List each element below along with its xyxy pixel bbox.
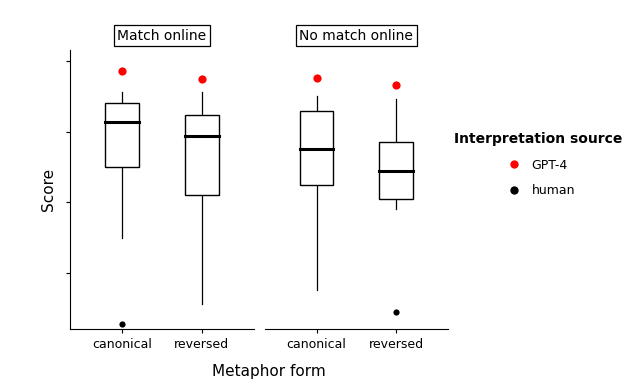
Point [391, 309, 401, 316]
Text: Match online: Match online [118, 29, 207, 43]
Point [312, 75, 322, 81]
Bar [380, 142, 413, 200]
Text: Metaphor form: Metaphor form [212, 364, 326, 379]
Point [117, 68, 127, 74]
Y-axis label: Score: Score [41, 168, 56, 211]
Legend: GPT-4, human: GPT-4, human [449, 127, 627, 202]
Point [196, 76, 207, 82]
Bar [106, 103, 139, 167]
Point [117, 321, 127, 327]
Bar [185, 115, 219, 195]
Point [391, 82, 401, 88]
Text: No match online: No match online [300, 29, 413, 43]
Bar [300, 111, 333, 185]
